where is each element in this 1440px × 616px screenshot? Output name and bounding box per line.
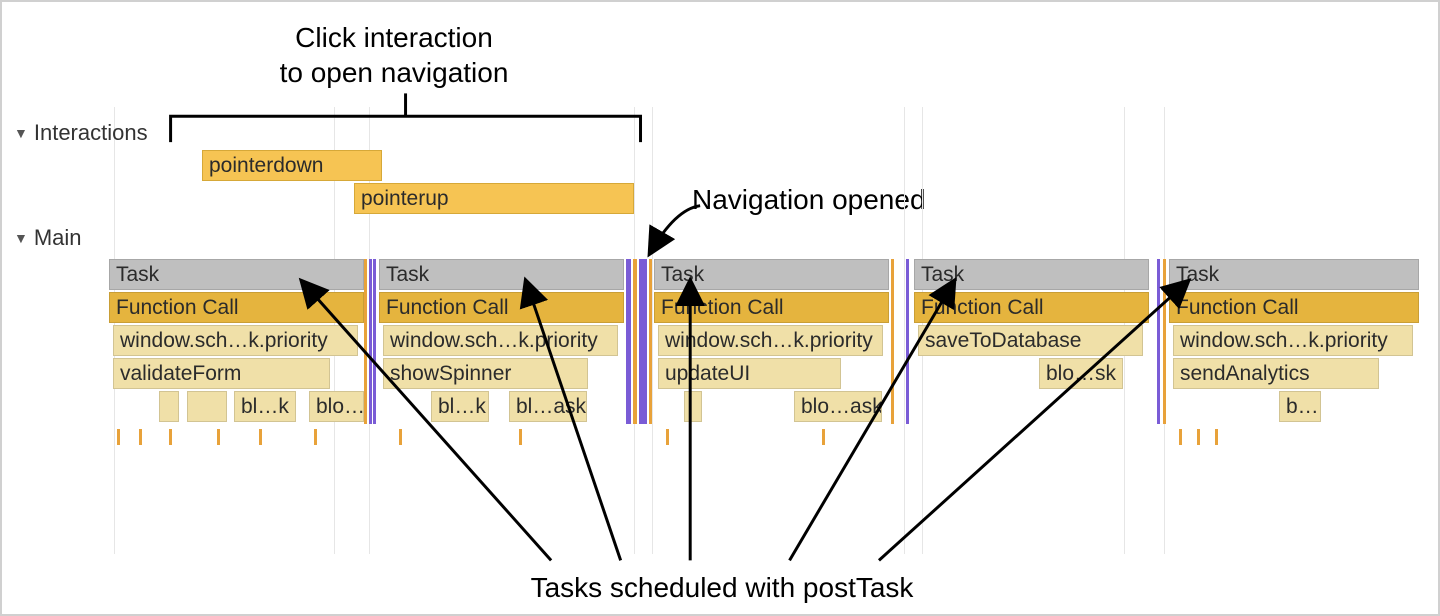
disclosure-triangle-icon: ▼	[14, 125, 28, 141]
annotation-click-interaction: Click interaction to open navigation	[262, 20, 526, 90]
flame-task[interactable]: Task	[654, 259, 889, 290]
flame-function-call[interactable]: Function Call	[379, 292, 624, 323]
flame-tick	[314, 429, 317, 445]
flame-call[interactable]: bl…ask	[509, 391, 587, 422]
flame-call[interactable]: window.sch…k.priority	[658, 325, 883, 356]
flame-task[interactable]: Task	[109, 259, 364, 290]
flame-tick	[117, 429, 120, 445]
flame-tick	[519, 429, 522, 445]
flame-call[interactable]: updateUI	[658, 358, 841, 389]
flame-call[interactable]: blo…sk	[1039, 358, 1123, 389]
flame-stripe	[364, 259, 367, 424]
flame-call[interactable]: sendAnalytics	[1173, 358, 1379, 389]
flame-stripe	[906, 259, 909, 424]
flame-tick	[1197, 429, 1200, 445]
flame-call[interactable]: blo…ask	[794, 391, 882, 422]
flame-function-call[interactable]: Function Call	[914, 292, 1149, 323]
flame-stripe	[891, 259, 894, 424]
flame-stripe	[644, 259, 647, 424]
flame-call[interactable]: showSpinner	[383, 358, 588, 389]
flame-stripe	[649, 259, 652, 424]
flame-tick	[139, 429, 142, 445]
track-header-interactions[interactable]: ▼ Interactions	[14, 120, 148, 146]
flame-call[interactable]: window.sch…k.priority	[383, 325, 618, 356]
flame-task[interactable]: Task	[379, 259, 624, 290]
flame-call[interactable]: b…	[1279, 391, 1321, 422]
disclosure-triangle-icon: ▼	[14, 230, 28, 246]
flame-function-call[interactable]: Function Call	[1169, 292, 1419, 323]
gridline	[652, 107, 653, 554]
flame-call[interactable]: bl…k	[234, 391, 296, 422]
flame-call[interactable]: validateForm	[113, 358, 330, 389]
flame-function-call[interactable]: Function Call	[109, 292, 364, 323]
gridline	[904, 107, 905, 554]
flame-tick	[399, 429, 402, 445]
flame-tick	[1179, 429, 1182, 445]
flame-tick	[169, 429, 172, 445]
flame-tick	[217, 429, 220, 445]
track-label: Interactions	[34, 120, 148, 146]
flame-tick	[259, 429, 262, 445]
flame-call[interactable]: bl…k	[431, 391, 489, 422]
flame-call[interactable]: blo…sk	[309, 391, 364, 422]
flame-stripe	[1157, 259, 1160, 424]
flame-function-call[interactable]: Function Call	[654, 292, 889, 323]
flame-tick	[1215, 429, 1218, 445]
flame-stripe	[633, 259, 637, 424]
annotation-tasks-scheduled: Tasks scheduled with postTask	[422, 570, 1022, 605]
flame-stripe	[1163, 259, 1166, 424]
flame-call[interactable]	[187, 391, 227, 422]
interaction-event[interactable]: pointerup	[354, 183, 634, 214]
flame-task[interactable]: Task	[914, 259, 1149, 290]
performance-panel: ▼ Interactions pointerdownpointerup ▼ Ma…	[14, 107, 1426, 554]
flame-call[interactable]	[684, 391, 702, 422]
flame-tick	[822, 429, 825, 445]
flame-stripe	[373, 259, 376, 424]
flame-tick	[666, 429, 669, 445]
interaction-event[interactable]: pointerdown	[202, 150, 382, 181]
flame-stripe	[369, 259, 372, 424]
flame-call[interactable]: window.sch…k.priority	[1173, 325, 1413, 356]
flame-call[interactable]: window.sch…k.priority	[113, 325, 358, 356]
track-label: Main	[34, 225, 82, 251]
track-header-main[interactable]: ▼ Main	[14, 225, 82, 251]
flame-call[interactable]	[159, 391, 179, 422]
flame-stripe	[626, 259, 631, 424]
flame-task[interactable]: Task	[1169, 259, 1419, 290]
flame-call[interactable]: saveToDatabase	[918, 325, 1143, 356]
